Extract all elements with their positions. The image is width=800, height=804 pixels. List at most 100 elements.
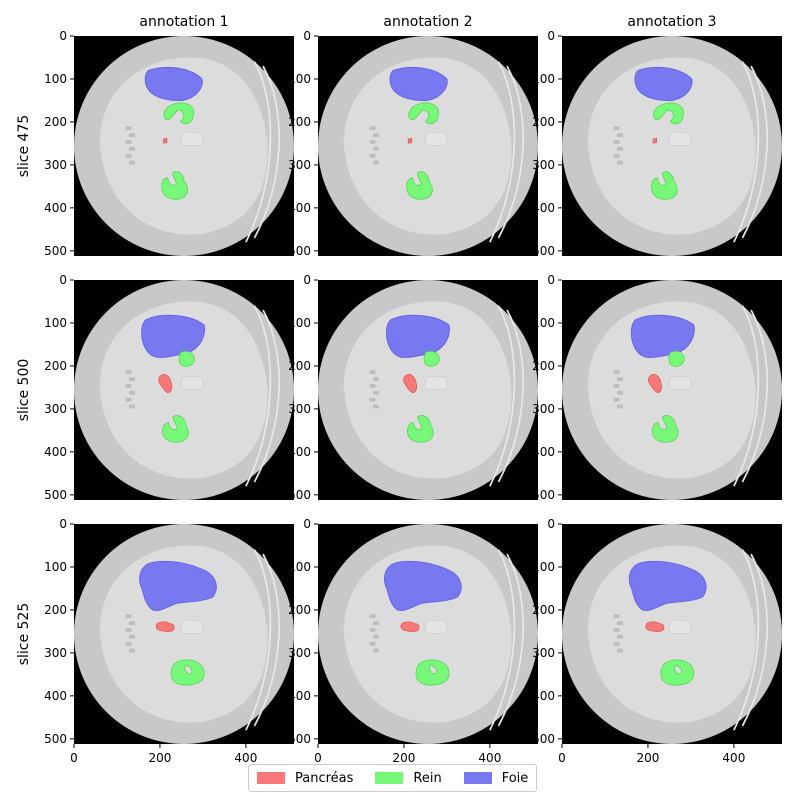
row-label: slice 500: [16, 359, 32, 422]
bone-fragment: [613, 383, 620, 388]
row-label: slice 525: [16, 603, 32, 666]
table-edge-outer: [497, 553, 524, 727]
bone-fragment: [129, 133, 136, 137]
ct-anatomy: [587, 57, 768, 243]
table-edge: [489, 305, 516, 487]
ct-anatomy: [587, 545, 768, 731]
y-tick-label: 0: [547, 517, 555, 531]
y-tick-label: 500: [44, 488, 67, 502]
y-tick-label: 100: [44, 316, 67, 330]
ct-image: [74, 524, 294, 744]
y-tick-label: 100: [532, 316, 555, 330]
bone-fragment: [617, 390, 624, 395]
x-tick-label: 200: [392, 751, 415, 765]
pancreas-mask: [645, 621, 665, 632]
bone-fragment: [129, 390, 136, 395]
rein-mask-lower: [650, 171, 678, 200]
body-tissue: [587, 301, 756, 479]
bone-fragment: [617, 377, 624, 381]
y-tick-label: 500: [288, 732, 311, 746]
y-tick-label: 400: [288, 445, 311, 459]
y-tick-label: 200: [288, 115, 311, 129]
foie-mask: [383, 560, 462, 611]
body-tissue: [343, 545, 512, 723]
y-tick-label: 0: [547, 273, 555, 287]
foie-mask: [141, 314, 206, 358]
segmentation: [630, 314, 695, 443]
bone-fragment: [617, 160, 624, 165]
y-tick-label: 0: [59, 517, 67, 531]
vertebra: [424, 620, 448, 635]
bone-fragment: [129, 648, 136, 653]
rein-mask-upper: [163, 102, 195, 125]
y-tick-label: 0: [547, 29, 555, 43]
bone-fragment: [617, 133, 624, 137]
ct-anatomy: [343, 57, 524, 243]
rein-mask-lower: [406, 171, 433, 200]
bone-fragment: [373, 133, 380, 137]
ct-image: [562, 524, 782, 744]
bone-fragment: [369, 139, 376, 144]
pancreas-mask: [155, 621, 175, 632]
panel-slice-475-annotation-3: 0 100 200 300 400 500: [532, 29, 782, 258]
vertebra: [180, 376, 204, 391]
segmentation: [628, 560, 707, 686]
y-tick-label: 500: [44, 732, 67, 746]
y-tick-label: 500: [532, 488, 555, 502]
foie-mask: [630, 314, 695, 358]
table-edge: [733, 61, 760, 243]
x-tick-label: 400: [234, 751, 257, 765]
segmentation: [389, 66, 448, 200]
x-tick-label: 0: [70, 751, 78, 765]
bone-fragment: [125, 641, 132, 646]
row-label: slice 475: [16, 115, 32, 178]
pancreas-mask: [407, 137, 413, 144]
y-tick-label: 300: [288, 158, 311, 172]
bone-fragment: [373, 648, 380, 653]
y-tick-label: 300: [44, 402, 67, 416]
pancreas-mask: [648, 373, 662, 394]
rein-mask-lower: [162, 415, 189, 443]
y-tick-label: 100: [44, 560, 67, 574]
y-tick-label: 500: [44, 244, 67, 258]
legend-label: Foie: [501, 770, 529, 786]
body-tissue: [99, 57, 268, 235]
body-tissue: [587, 57, 756, 235]
table-edge-outer: [253, 309, 280, 483]
y-tick-label: 100: [44, 72, 67, 86]
bone-fragment: [373, 160, 380, 165]
segmentation: [139, 560, 217, 686]
bone-fragment: [129, 404, 136, 409]
y-tick-label: 200: [288, 603, 311, 617]
column-title: annotation 3: [627, 14, 716, 30]
foie-mask: [386, 314, 450, 358]
bone-fragment: [617, 146, 624, 151]
bone-fragment: [369, 370, 376, 375]
legend-label: Pancréas: [295, 770, 354, 786]
table-edge: [733, 549, 760, 731]
y-tick-label: 300: [44, 646, 67, 660]
legend: Pancréas Rein Foie: [248, 764, 538, 792]
y-tick-label: 400: [44, 445, 67, 459]
table-edge-outer: [741, 65, 768, 239]
vertebra: [668, 376, 692, 391]
ct-image: [318, 280, 538, 500]
pancreas-mask: [162, 137, 168, 144]
table-edge-outer: [253, 65, 280, 239]
y-tick-label: 0: [303, 273, 311, 287]
body-tissue: [343, 57, 512, 235]
vertebra: [424, 132, 448, 147]
foie-mask: [628, 560, 707, 611]
x-tick-label: 0: [558, 751, 566, 765]
y-tick-label: 200: [532, 115, 555, 129]
ct-image: [562, 280, 782, 500]
bone-fragment: [617, 648, 624, 653]
bone-fragment: [373, 634, 380, 639]
vertebra: [668, 620, 692, 635]
ct-anatomy: [99, 301, 280, 487]
bone-fragment: [613, 139, 620, 144]
rein-mask-lower: [415, 659, 450, 686]
bone-fragment: [125, 153, 132, 158]
bone-fragment: [369, 126, 376, 131]
